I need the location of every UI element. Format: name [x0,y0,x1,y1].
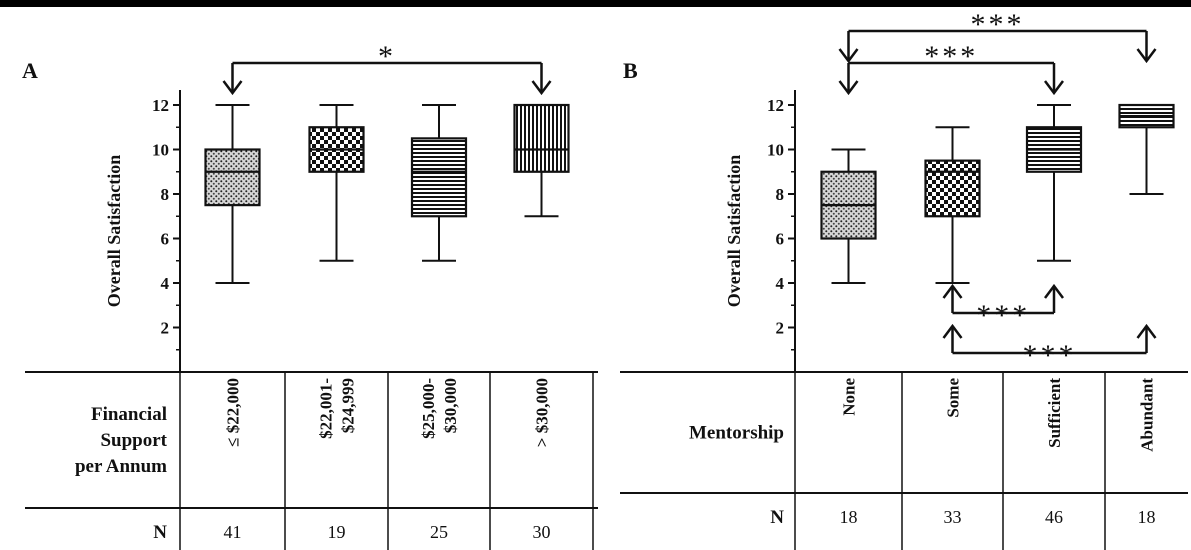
row-label: per Annum [75,456,167,477]
arrowhead [1136,323,1157,339]
arrowhead [222,80,243,96]
n-value: 30 [533,522,551,542]
significance-label: *** [1023,339,1077,372]
arrowhead [531,80,552,96]
n-value: 18 [1138,507,1156,527]
category-label: > $30,000 [533,378,552,447]
box [204,148,261,207]
y-tick-label: 6 [776,230,785,249]
category-label: $24,999 [339,378,358,433]
category-label: $25,000- [419,378,438,439]
row-label: Support [100,430,167,451]
n-value: 41 [224,522,242,542]
arrowhead [942,283,963,299]
significance-label: *** [924,40,978,73]
category-label: None [840,378,859,416]
arrowhead [838,48,859,64]
y-axis-title: Overall Satisfaction [724,155,744,307]
arrowhead [1044,80,1064,96]
n-value: 46 [1045,507,1063,527]
y-tick-label: 6 [161,230,170,249]
y-tick-label: 2 [776,319,785,338]
y-tick-label: 8 [776,185,785,204]
panel-label: B [623,58,638,83]
significance-label: *** [976,299,1030,332]
top-rule [0,0,1191,7]
box [410,137,468,218]
significance-label: *** [971,8,1025,41]
category-label: Abundant [1138,378,1157,452]
y-tick-label: 12 [767,96,784,115]
category-label: Some [944,378,963,418]
box [924,159,981,218]
y-tick-label: 10 [152,141,169,160]
y-tick-label: 8 [161,185,170,204]
box [513,103,570,173]
panel-label: A [22,58,38,83]
arrowhead [838,80,859,96]
category-label: Sufficient [1045,378,1064,448]
y-axis-title: Overall Satisfaction [104,155,124,307]
arrowhead [942,323,963,339]
y-tick-label: 12 [152,96,169,115]
category-label: $22,001- [317,378,336,439]
y-tick-label: 4 [161,274,170,293]
n-value: 25 [430,522,448,542]
y-tick-label: 10 [767,141,784,160]
y-tick-label: 2 [161,319,170,338]
n-row-label: N [153,522,167,543]
n-row-label: N [770,507,784,528]
row-label: Financial [91,404,167,425]
significance-label: * [378,40,396,73]
n-value: 33 [944,507,962,527]
arrowhead [1044,283,1064,299]
row-label: Mentorship [689,423,784,444]
category-label: $30,000 [441,378,460,433]
category-label: ≤ $22,000 [224,378,243,447]
n-value: 19 [328,522,346,542]
arrowhead [1136,48,1157,64]
panel-a: A 2 4 6 8 10 12 Overall Satisfaction Financial Su… [22,40,598,550]
y-tick-label: 4 [776,274,785,293]
n-value: 18 [840,507,858,527]
